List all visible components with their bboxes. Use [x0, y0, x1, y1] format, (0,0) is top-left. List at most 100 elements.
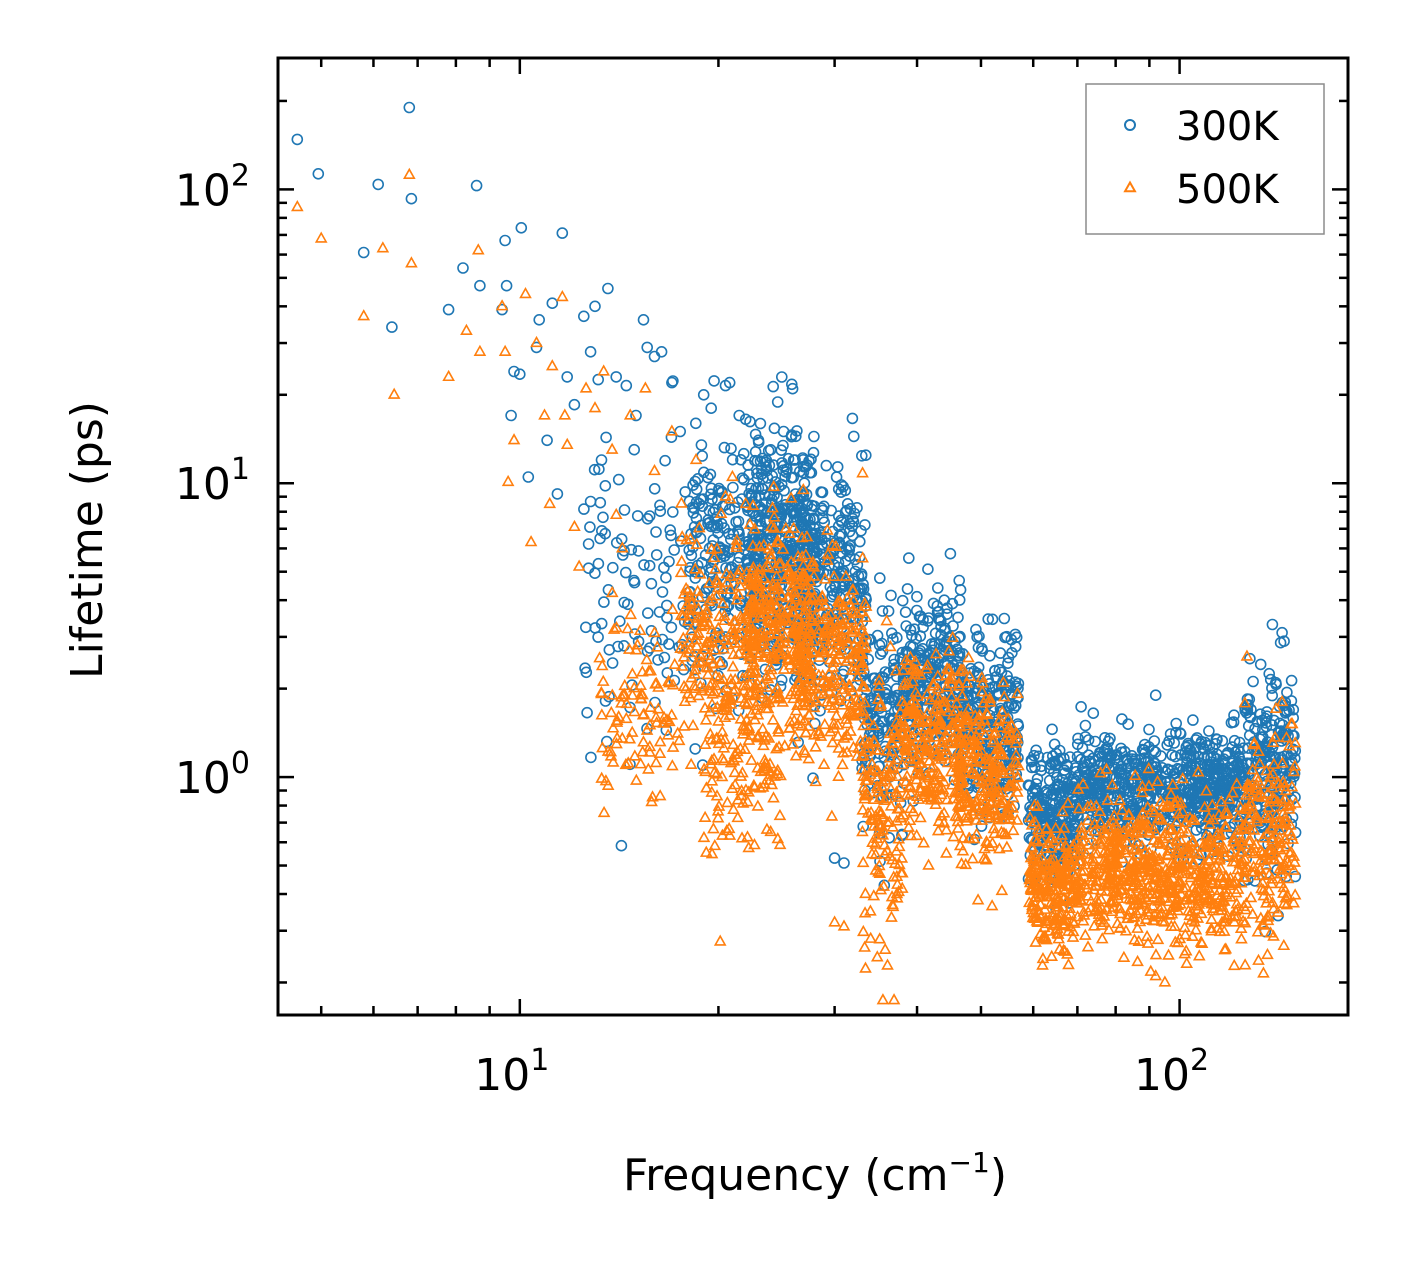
data-point: [754, 455, 767, 468]
data-point: [676, 631, 690, 643]
data-point: [652, 654, 664, 666]
data-point: [1115, 760, 1127, 773]
data-point: [619, 566, 632, 579]
data-point: [705, 753, 719, 766]
data-point: [691, 611, 705, 623]
data-point: [1169, 767, 1181, 780]
data-point: [682, 635, 696, 647]
data-point: [876, 645, 889, 658]
data-point: [712, 671, 726, 683]
data-point: [746, 622, 760, 634]
data-point: [789, 430, 802, 443]
data-point: [748, 838, 761, 850]
data-point: [637, 735, 650, 747]
data-point: [715, 751, 729, 764]
data-point: [598, 596, 610, 608]
data-point: [828, 852, 841, 864]
data-point: [986, 613, 999, 626]
data-point: [994, 647, 1007, 659]
data-point: [710, 767, 724, 779]
data-point: [652, 702, 665, 714]
data-point: [749, 428, 762, 441]
data-point: [783, 721, 796, 733]
data-point: [602, 282, 614, 295]
data-point: [801, 592, 815, 604]
data-point: [533, 313, 546, 326]
data-point: [610, 620, 623, 633]
data-point: [606, 755, 620, 767]
data-point: [588, 463, 601, 476]
data-point: [530, 335, 543, 348]
data-point: [704, 468, 717, 481]
data-point: [750, 482, 762, 495]
data-point: [606, 657, 619, 669]
data-point: [767, 510, 781, 522]
data-point: [720, 575, 734, 587]
data-point: [747, 779, 760, 791]
data-point: [595, 686, 608, 699]
data-point: [541, 434, 553, 447]
data-point: [736, 796, 750, 808]
data-point: [1128, 755, 1140, 768]
data-point: [688, 663, 702, 675]
data-point: [620, 711, 633, 724]
data-point: [944, 547, 957, 560]
data-point: [607, 622, 621, 634]
data-point: [744, 666, 758, 679]
data-point: [953, 574, 966, 587]
data-point: [808, 430, 820, 443]
data-point: [734, 712, 748, 724]
data-point: [781, 618, 795, 630]
data-point: [762, 695, 776, 708]
data-point: [677, 679, 691, 691]
data-point: [634, 757, 647, 769]
data-point: [606, 721, 620, 733]
data-point: [720, 567, 733, 579]
data-point: [911, 590, 923, 603]
data-point: [643, 745, 657, 757]
data-point: [751, 677, 764, 689]
data-point: [929, 627, 942, 640]
data-point: [654, 499, 666, 512]
data-point: [705, 774, 719, 786]
data-point: [843, 525, 856, 538]
data-point: [795, 719, 808, 731]
data-point: [558, 408, 572, 420]
data-point: [771, 582, 784, 594]
data-point: [684, 624, 698, 636]
data-point: [603, 643, 616, 656]
data-point: [646, 790, 659, 802]
data-point: [708, 375, 720, 387]
data-point: [851, 501, 863, 514]
data-point: [817, 757, 831, 769]
data-point: [843, 550, 856, 562]
data-point: [631, 510, 644, 522]
data-point: [1182, 739, 1195, 752]
data-point: [589, 567, 601, 580]
data-point: [825, 809, 839, 821]
data-point: [776, 695, 790, 707]
data-point: [751, 467, 763, 480]
data-point: [579, 381, 593, 393]
data-point: [597, 805, 611, 818]
data-point: [832, 561, 845, 574]
data-point: [772, 687, 786, 699]
data-point: [665, 431, 678, 444]
data-point: [589, 300, 601, 313]
data-point: [597, 511, 609, 524]
data-point: [747, 642, 760, 654]
data-point: [666, 740, 680, 752]
data-point: [721, 796, 734, 808]
data-point: [812, 622, 825, 635]
data-point: [577, 310, 590, 323]
data-point: [584, 345, 597, 358]
data-point: [1006, 646, 1018, 659]
data-point: [578, 503, 590, 515]
data-point: [730, 540, 743, 553]
data-point: [734, 572, 748, 585]
data-point: [748, 522, 762, 534]
data-point: [772, 725, 785, 737]
data-point: [767, 459, 780, 471]
data-point: [853, 535, 866, 548]
data-point: [931, 669, 945, 681]
